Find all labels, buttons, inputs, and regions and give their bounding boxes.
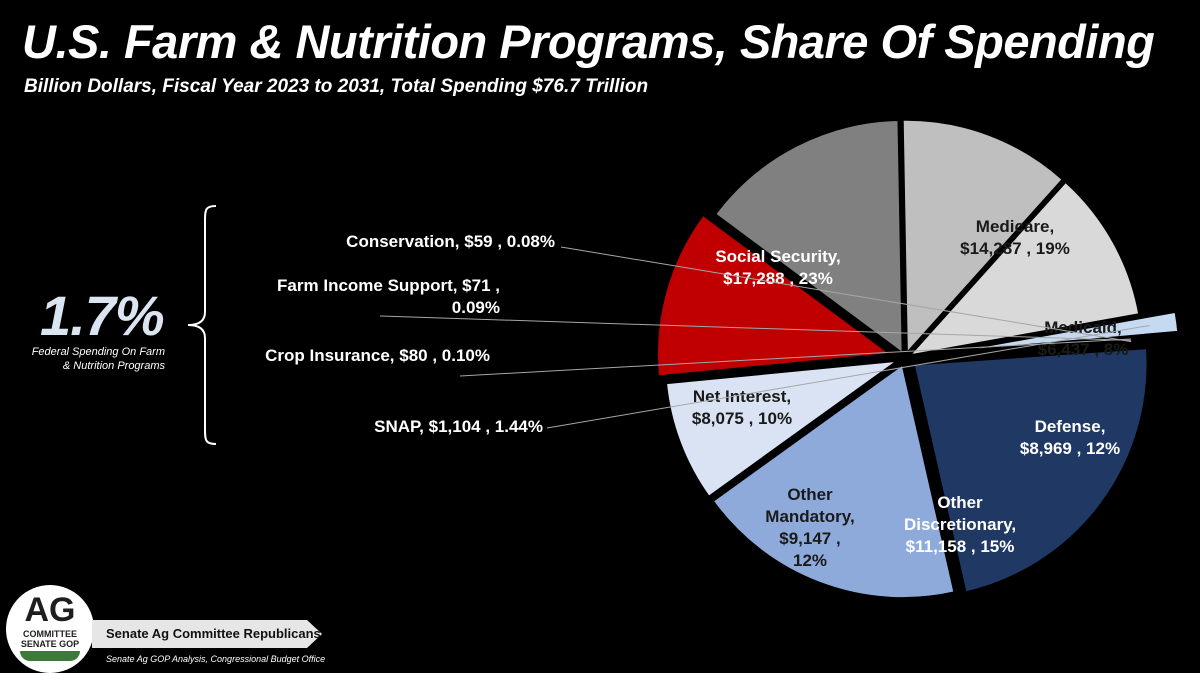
leader-crop-insurance	[459, 338, 1132, 377]
slice-other-mandatory	[900, 117, 1066, 359]
source-note: Senate Ag GOP Analysis, Congressional Bu…	[106, 654, 326, 664]
label-net-interest: Net Interest, $8,075 , 10%	[692, 387, 792, 428]
chart-subtitle: Billion Dollars, Fiscal Year 2023 to 203…	[24, 76, 649, 97]
footer: AG COMMITTEE SENATE GOP Senate Ag Commit…	[0, 585, 360, 673]
label-defense: Defense, $8,969 , 12%	[1020, 417, 1120, 458]
label-social-security: Social Security, $17,288 , 23%	[715, 247, 840, 288]
slice-net-interest	[904, 179, 1142, 359]
label-conservation: Conservation, $59 , 0.08%	[346, 232, 555, 251]
slice-medicaid	[663, 358, 905, 500]
logo-line-1: COMMITTEE	[23, 629, 77, 639]
ag-committee-logo: AG COMMITTEE SENATE GOP	[6, 585, 94, 673]
slice-medicare	[710, 361, 957, 601]
committee-banner: Senate Ag Committee Republicans	[92, 620, 322, 648]
farm-share-percent: 1.7%	[40, 284, 165, 347]
chart-title: U.S. Farm & Nutrition Programs, Share Of…	[22, 15, 1155, 68]
label-medicare: Medicare, $14,287 , 19%	[960, 217, 1070, 258]
label-crop-insurance: Crop Insurance, $80 , 0.10%	[265, 346, 490, 365]
label-snap: SNAP, $1,104 , 1.44%	[374, 417, 543, 436]
label-medicaid: Medicaid, $6,437 , 8%	[1038, 318, 1129, 359]
label-other-discretionary: Other Discretionary, $11,158 , 15%	[904, 493, 1016, 556]
slice-social-security	[911, 345, 1150, 595]
logo-line-2: SENATE GOP	[20, 639, 80, 649]
group-brace	[187, 205, 217, 445]
logo-main-text: AG	[24, 591, 76, 629]
label-farm-income-support: Farm Income Support, $71 , 0.09%	[277, 276, 500, 317]
logo-field-graphic	[20, 651, 80, 661]
slice-snap	[944, 309, 1181, 355]
leader-snap	[546, 324, 1150, 429]
leader-farm-income-support	[379, 315, 1132, 341]
banner-text: Senate Ag Committee Republicans	[106, 626, 321, 641]
farm-share-note: Federal Spending On Farm & Nutrition Pro…	[31, 346, 165, 372]
slice-conservation	[924, 337, 1161, 359]
leader-conservation	[560, 246, 1132, 343]
slice-defense	[655, 212, 896, 379]
label-other-mandatory: Other Mandatory, $9,147 , 12%	[765, 485, 854, 570]
